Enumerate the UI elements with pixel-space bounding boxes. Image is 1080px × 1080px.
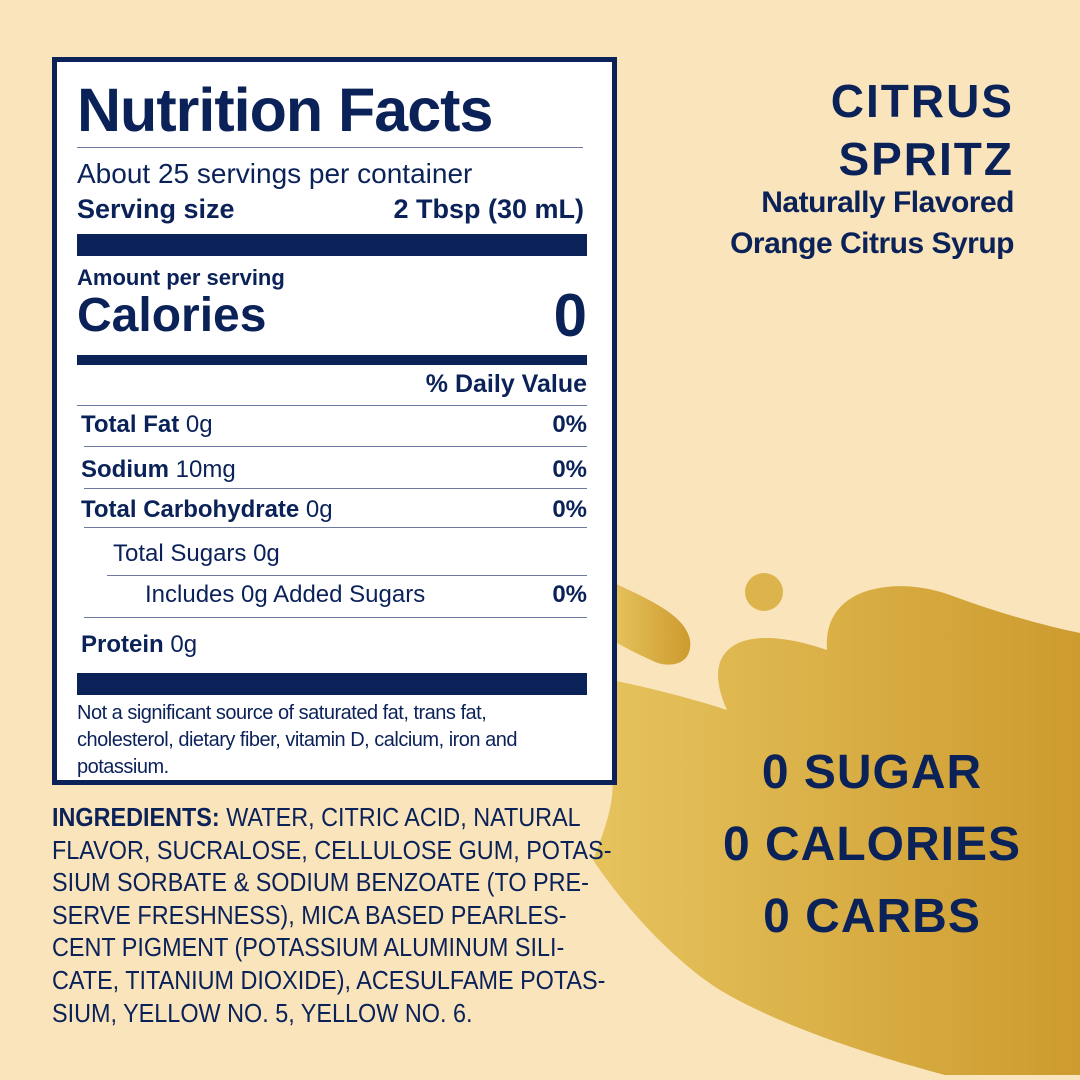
nutrient-amount: 0g [305,496,333,523]
daily-value-header: % Daily Value [425,370,587,398]
claim-zero-calories: 0 CALORIES [722,818,1022,871]
nutrient-name: Total Carbohydrate [81,496,300,523]
divider [77,147,583,148]
calories-row: Calories 0 [77,282,587,349]
ingredients-line: SIUM SORBATE & SODIUM BENZOATE (TO PRE- [52,867,589,898]
nutrient-dv: 0% [552,581,587,608]
ingredients-line: FLAVOR, SUCRALOSE, CELLULOSE GUM, POTAS- [52,834,612,865]
product-name-line1: CITRUS [830,75,1014,127]
divider [84,617,587,618]
servings-per-container: About 25 servings per container [77,158,473,189]
amount-per-serving: Amount per serving [77,265,285,290]
calories-label: Calories [77,289,267,342]
product-description-line2: Orange Citrus Syrup [730,227,1014,260]
footnote-line: Not a significant source of saturated fa… [77,702,487,724]
nutrient-name: Sodium [81,456,169,483]
divider [107,575,587,576]
nutrient-row-total-fat: Total Fat 0g 0% [81,411,587,439]
nutrient-dv: 0% [552,411,587,438]
nutrient-row-total-sugars: Total Sugars 0g [113,540,587,568]
nutrient-amount: 0g [170,631,198,658]
product-description-line1: Naturally Flavored [761,186,1014,219]
ingredients-line: WATER, CITRIC ACID, NATURAL [219,802,581,832]
nutrient-name: Protein [81,631,164,658]
ingredients-line: SERVE FRESHNESS), MICA BASED PEARLES- [52,899,567,930]
footnote: Not a significant source of saturated fa… [77,700,587,781]
splash-body [593,586,1080,1075]
divider [84,446,587,447]
nutrient-row-total-carbohydrate: Total Carbohydrate 0g 0% [81,496,587,524]
claim-zero-sugar: 0 SUGAR [761,746,983,799]
ingredients-label: INGREDIENTS: [52,802,220,832]
serving-size-row: Serving size 2 Tbsp (30 mL) [77,194,587,225]
footnote-line: potassium. [77,756,169,778]
nutrient-dv: 0% [552,496,587,523]
thick-divider [77,673,587,695]
nutrient-name: Total Fat [81,411,180,438]
ingredients-line: SIUM, YELLOW NO. 5, YELLOW NO. 6. [52,997,473,1028]
claim-zero-carbs: 0 CARBS [763,890,981,943]
splash-tongue [612,582,691,665]
nutrient-row-added-sugars: Includes 0g Added Sugars 0% [145,581,587,609]
serving-size-label: Serving size [77,194,235,224]
nutrient-dv: 0% [552,456,587,483]
nutrient-amount: 0g [185,411,213,438]
serving-size-value: 2 Tbsp (30 mL) [393,194,584,224]
footnote-line: cholesterol, dietary fiber, vitamin D, c… [77,729,517,751]
calories-value: 0 [553,282,587,349]
product-name-line2: SPRITZ [838,133,1014,185]
splash-drop [745,573,783,611]
ingredients-text: INGREDIENTS: WATER, CITRIC ACID, NATURAL… [52,801,612,1029]
nutrient-row-protein: Protein 0g [81,631,587,659]
divider [84,527,587,528]
divider [84,488,587,489]
divider [77,405,587,406]
medium-divider [77,355,587,365]
nutrition-facts-panel: Nutrition Facts About 25 servings per co… [52,57,617,785]
nutrient-amount: 10mg [175,456,236,483]
nutrition-facts-title: Nutrition Facts [77,76,493,144]
ingredients-line: CATE, TITANIUM DIOXIDE), ACESULFAME POTA… [52,964,606,995]
nutrient-row-sodium: Sodium 10mg 0% [81,456,587,484]
nutrient-name: Total Sugars 0g [113,540,280,567]
nutrient-name: Includes 0g Added Sugars [145,581,426,608]
ingredients-line: CENT PIGMENT (POTASSIUM ALUMINUM SILI- [52,932,565,963]
thick-divider [77,234,587,256]
